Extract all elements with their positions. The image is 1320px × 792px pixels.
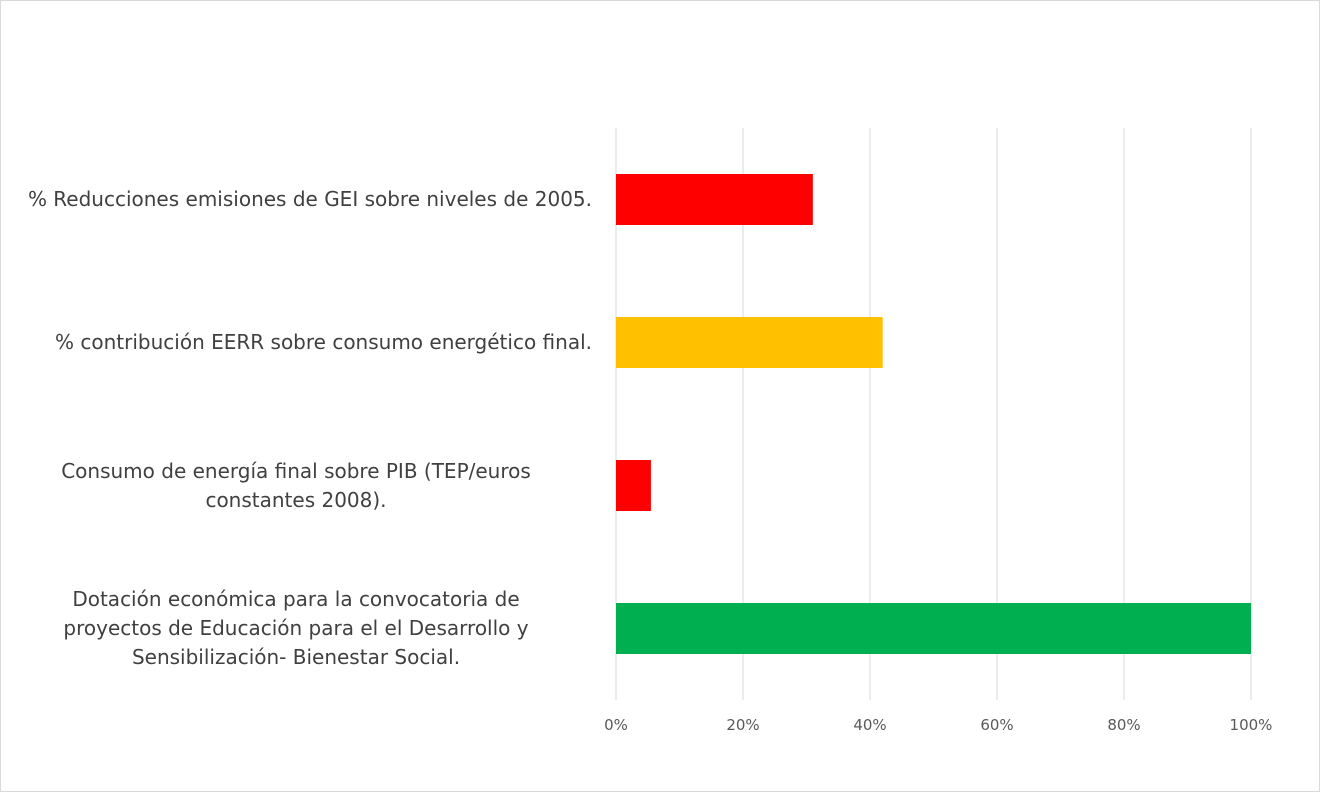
category-label: Dotación económica para la convocatoria … — [63, 587, 529, 669]
category-label: Consumo de energía final sobre PIB (TEP/… — [61, 458, 531, 512]
x-tick-label: 20% — [726, 716, 759, 734]
bar — [616, 460, 651, 511]
x-tick-label: 40% — [853, 716, 886, 734]
x-tick-label: 100% — [1230, 716, 1273, 734]
bar — [616, 174, 813, 225]
x-tick-label: 80% — [1107, 716, 1140, 734]
bar — [616, 317, 883, 368]
category-label: % contribución EERR sobre consumo energé… — [55, 330, 592, 354]
bar — [616, 603, 1251, 654]
x-tick-label: 0% — [604, 716, 628, 734]
category-label: % Reducciones emisiones de GEI sobre niv… — [27, 187, 592, 211]
x-tick-label: 60% — [980, 716, 1013, 734]
